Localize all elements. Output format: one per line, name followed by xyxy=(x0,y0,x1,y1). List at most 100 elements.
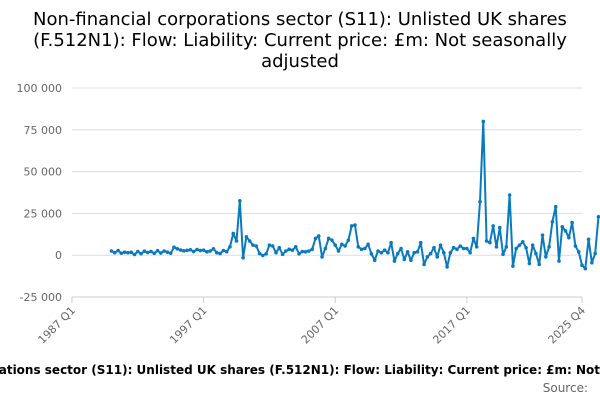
data-point xyxy=(438,243,443,247)
data-point xyxy=(442,250,446,255)
data-point xyxy=(162,249,166,253)
data-point xyxy=(178,248,183,252)
data-point xyxy=(284,249,288,253)
data-point xyxy=(247,239,252,243)
x-tick-label: 1997 Q1 xyxy=(167,304,210,347)
data-point xyxy=(369,252,374,256)
data-point xyxy=(395,251,400,256)
data-point xyxy=(547,245,551,249)
data-point xyxy=(517,243,522,247)
data-point xyxy=(465,246,469,251)
data-point xyxy=(409,258,413,263)
data-point xyxy=(234,239,239,243)
data-point xyxy=(323,246,328,251)
y-tick-label: 50 000 xyxy=(24,166,63,179)
data-point xyxy=(185,248,189,253)
data-point xyxy=(425,255,430,259)
y-tick-label: -25 000 xyxy=(20,291,62,304)
data-point xyxy=(326,236,331,241)
data-point xyxy=(392,259,397,263)
y-tick-label: 0 xyxy=(55,249,62,262)
data-point xyxy=(310,247,314,252)
data-point xyxy=(474,245,479,249)
data-point xyxy=(550,219,555,224)
data-point xyxy=(448,250,453,255)
data-point xyxy=(145,250,150,255)
data-point xyxy=(264,252,268,256)
data-point xyxy=(399,246,403,251)
data-point xyxy=(478,199,482,204)
data-point xyxy=(570,220,574,225)
data-point xyxy=(372,258,377,263)
data-point xyxy=(511,264,515,268)
data-point xyxy=(149,249,153,254)
data-point xyxy=(504,245,509,249)
data-point xyxy=(527,261,532,266)
data-point xyxy=(534,251,538,256)
data-point xyxy=(132,252,137,257)
data-point xyxy=(580,263,584,268)
data-point xyxy=(182,249,186,253)
chart-title-line-1: Non-financial corporations sector (S11):… xyxy=(33,9,567,30)
data-point xyxy=(224,249,229,254)
data-point xyxy=(386,250,390,255)
data-point xyxy=(152,251,157,256)
data-point xyxy=(422,262,426,267)
data-point xyxy=(336,249,341,253)
data-point xyxy=(501,252,505,257)
data-point xyxy=(254,244,259,248)
data-point xyxy=(471,236,476,241)
data-point xyxy=(488,240,492,245)
data-point xyxy=(349,224,354,228)
data-point xyxy=(343,244,347,248)
data-point xyxy=(119,251,124,255)
data-point xyxy=(576,250,581,254)
data-point xyxy=(221,248,226,253)
data-point xyxy=(293,245,298,249)
data-point xyxy=(238,199,242,203)
data-point xyxy=(359,247,364,252)
data-point xyxy=(563,229,568,233)
data-point xyxy=(116,248,120,253)
source-label: Source: xyxy=(543,381,588,395)
data-point xyxy=(435,255,440,259)
data-point xyxy=(379,250,384,255)
data-point xyxy=(228,245,232,249)
data-point xyxy=(491,224,495,228)
data-point xyxy=(109,249,114,253)
data-point xyxy=(168,251,173,255)
data-point xyxy=(461,246,466,251)
data-point xyxy=(451,245,456,250)
data-point xyxy=(560,224,565,229)
data-point xyxy=(274,250,278,255)
data-point xyxy=(340,242,344,247)
data-point xyxy=(389,240,393,245)
data-point xyxy=(290,248,295,252)
data-point xyxy=(142,249,147,253)
data-point xyxy=(261,253,265,258)
data-point xyxy=(468,250,472,255)
y-axis-tick-labels: -25 000 0 25 000 50 000 75 000 100 000 xyxy=(17,82,63,304)
x-tick-label: 1987 Q1 xyxy=(36,304,79,347)
data-point xyxy=(415,250,420,254)
gridlines xyxy=(72,87,582,298)
data-point xyxy=(596,214,600,219)
data-point xyxy=(382,248,387,252)
data-point xyxy=(428,251,433,256)
data-point xyxy=(277,245,282,250)
data-point xyxy=(402,257,407,262)
data-point xyxy=(267,243,272,247)
data-series xyxy=(109,119,600,271)
data-point xyxy=(520,240,525,244)
data-point xyxy=(557,259,561,263)
data-point xyxy=(356,245,361,249)
data-point xyxy=(201,248,206,252)
data-point xyxy=(287,247,291,252)
data-point xyxy=(313,236,318,241)
data-point xyxy=(126,250,130,255)
data-point xyxy=(346,238,351,242)
data-point xyxy=(405,250,410,254)
data-point xyxy=(280,252,285,257)
data-point xyxy=(231,231,236,236)
